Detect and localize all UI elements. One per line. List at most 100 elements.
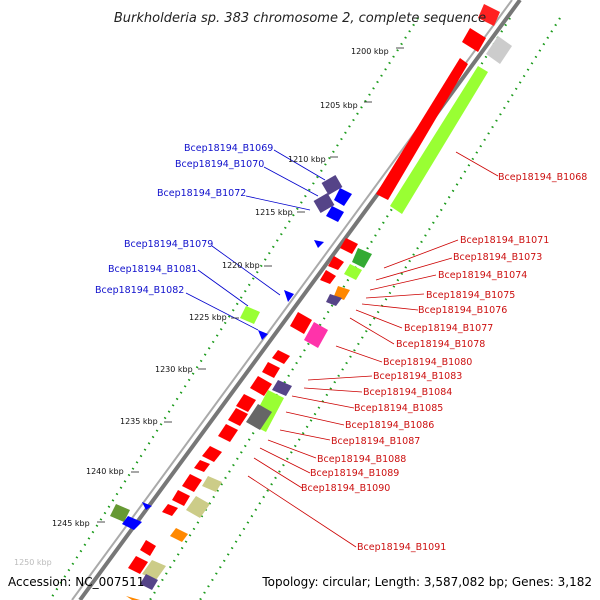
gene-feature-red [262, 362, 280, 378]
gene-label: Bcep18194_B1071 [460, 235, 549, 246]
gene-label: Bcep18194_B1069 [184, 143, 273, 154]
gene-feature-blue [284, 290, 294, 302]
gene-feature-orange [126, 596, 140, 600]
dot-row-outer-left [49, 17, 419, 600]
gene-feature-lime [390, 66, 488, 214]
gene-feature-red [128, 556, 148, 574]
tick-marks [97, 47, 404, 523]
tick-label: 1230 kbp [155, 365, 193, 374]
tick-label: 1235 kbp [120, 417, 158, 426]
gene-feature-orange [334, 286, 350, 300]
leader-line [335, 345, 383, 363]
gene-label: Bcep18194_B1087 [331, 436, 420, 447]
leader-line [245, 195, 311, 211]
gene-feature-red [340, 238, 358, 254]
gene-feature-blue [122, 516, 142, 530]
leader-line [383, 239, 459, 269]
gene-feature-red [320, 270, 336, 284]
gene-feature-blue [314, 240, 324, 248]
gene-label: Bcep18194_B1079 [124, 239, 213, 250]
gene-label: Bcep18194_B1076 [418, 305, 507, 316]
gene-feature-red [376, 58, 468, 200]
gene-label: Bcep18194_B1082 [95, 285, 184, 296]
gene-label: Bcep18194_B1083 [373, 371, 462, 382]
leader-line [259, 447, 311, 474]
leader-line [211, 245, 281, 296]
gene-feature-lime [344, 264, 362, 280]
gene-feature-red [236, 394, 256, 412]
gene-feature-red [202, 446, 222, 462]
leader-line [349, 317, 395, 345]
dot-row-outer-right [199, 17, 561, 600]
dot-row-inner-right [149, 17, 511, 600]
topology-text: Topology: circular; Length: 3,587,082 bp… [261, 575, 592, 589]
gene-label: Bcep18194_B1073 [453, 252, 542, 263]
leader-line [307, 375, 373, 381]
right-gene-labels: Bcep18194_B1068 Bcep18194_B1071 Bcep1819… [301, 172, 587, 553]
gene-feature-purple [140, 574, 158, 590]
dot-rows [49, 17, 561, 600]
gene-feature-gray [486, 36, 512, 64]
gene-label: Bcep18194_B1088 [317, 454, 406, 465]
leader-line [273, 149, 326, 181]
features [110, 4, 512, 600]
leader-line [263, 166, 319, 197]
gene-feature-khaki [186, 496, 210, 518]
gene-label: Bcep18194_B1074 [438, 270, 527, 281]
leader-line [185, 292, 259, 331]
leader-line [197, 269, 249, 307]
tick-labels: 1200 kbp 1205 kbp 1210 kbp 1215 kbp 1220… [14, 47, 389, 567]
gene-feature-purple [272, 380, 292, 396]
gene-feature-red [250, 376, 272, 396]
gene-feature-orange [170, 528, 188, 542]
tick-label: 1205 kbp [320, 101, 358, 110]
gene-feature-red [462, 28, 486, 52]
gene-feature-red [328, 256, 344, 270]
gene-label: Bcep18194_B1072 [157, 188, 246, 199]
tick-label: 1225 kbp [189, 313, 227, 322]
map-title: Burkholderia sp. 383 chromosome 2, compl… [114, 11, 486, 26]
accession-text: Accession: NC_007511 [8, 575, 144, 589]
tick-label: 1240 kbp [86, 467, 124, 476]
gene-feature-blue [258, 330, 268, 340]
leader-line [279, 429, 331, 441]
tick-label: 1210 kbp [288, 155, 326, 164]
gene-feature-red [194, 460, 210, 472]
gene-feature-purple [321, 174, 343, 196]
gene-label: Bcep18194_B1084 [363, 387, 452, 398]
tick-label: 1250 kbp [14, 558, 52, 567]
gene-label: Bcep18194_B1078 [396, 339, 485, 350]
gene-feature-red [182, 474, 202, 492]
gene-feature-green [352, 248, 372, 268]
gene-label: Bcep18194_B1090 [301, 483, 390, 494]
leader-line [303, 387, 363, 393]
gene-feature-red [172, 490, 190, 506]
leader-line [247, 475, 357, 548]
gene-feature-red [162, 504, 178, 516]
leader-lines [185, 149, 499, 548]
gene-feature-red [218, 424, 238, 442]
leader-line [253, 457, 303, 489]
gene-label: Bcep18194_B1077 [404, 323, 493, 334]
gene-feature-purple [326, 294, 342, 306]
gene-feature-blue [326, 206, 344, 222]
left-gene-labels: Bcep18194_B1069 Bcep18194_B1070 Bcep1819… [95, 143, 273, 296]
leader-line [291, 395, 355, 409]
gene-feature-blue [334, 188, 352, 206]
gene-label: Bcep18194_B1085 [354, 403, 443, 414]
gene-feature-red [228, 408, 248, 426]
gene-label: Bcep18194_B1068 [498, 172, 587, 183]
gene-feature-lime [240, 306, 260, 324]
gene-label: Bcep18194_B1089 [310, 468, 399, 479]
tick-label: 1220 kbp [222, 261, 260, 270]
leader-line [361, 303, 419, 311]
leader-line [365, 293, 425, 299]
leader-line [375, 257, 453, 281]
tick-label: 1215 kbp [255, 208, 293, 217]
leader-line [369, 274, 437, 291]
gene-feature-gray [246, 404, 272, 430]
gene-feature-purple [313, 192, 335, 214]
gene-feature-red [140, 540, 156, 556]
gene-feature-red [290, 312, 312, 334]
